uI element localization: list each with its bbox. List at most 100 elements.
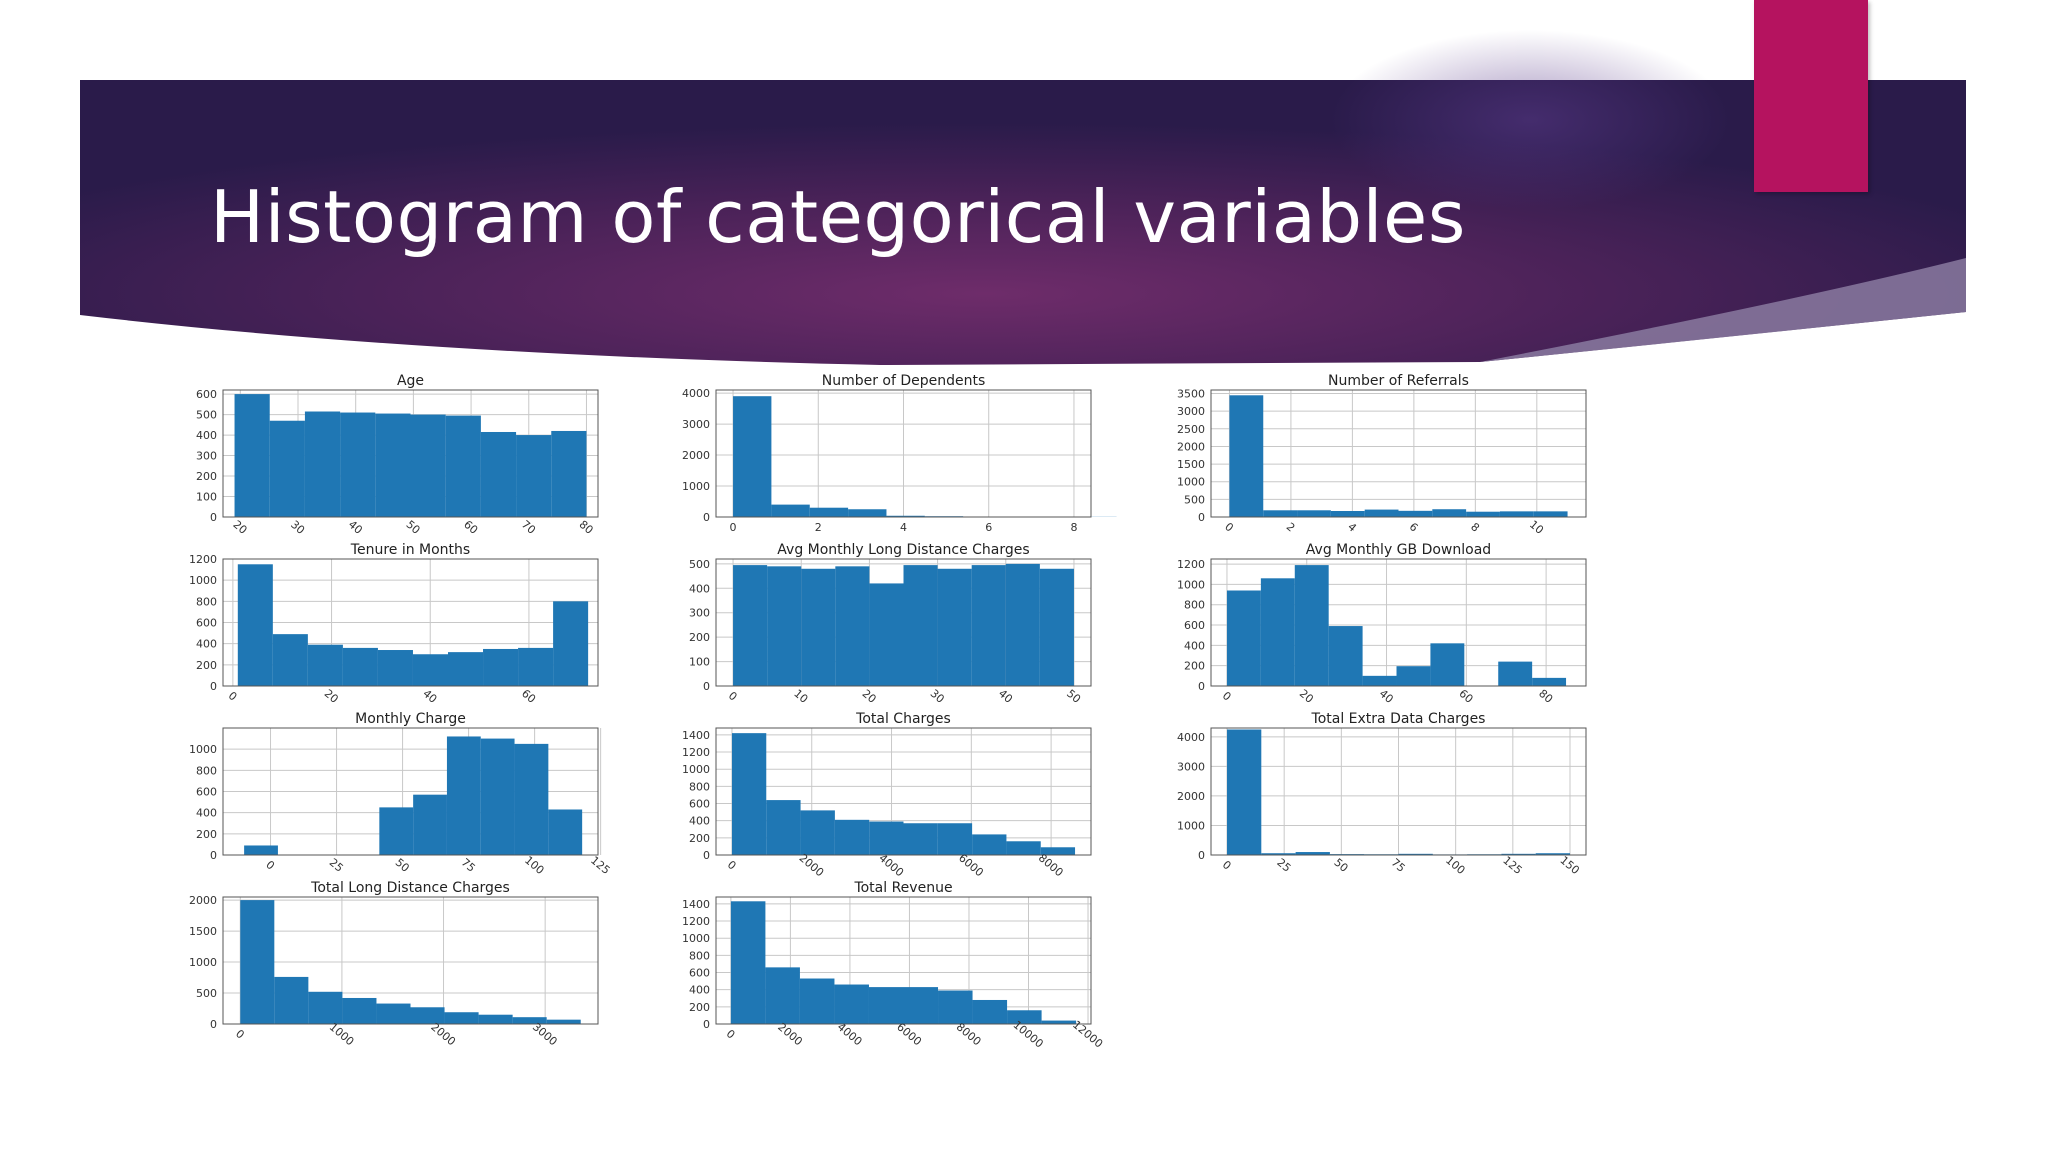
plot-frame (222, 389, 599, 518)
bar-2 (799, 978, 835, 1024)
y-tick-4: 4000 (682, 387, 710, 400)
bar-7 (972, 834, 1007, 855)
x-tick-1: 25 (327, 856, 346, 875)
y-tick-1: 500 (1184, 493, 1205, 506)
bar-9 (551, 430, 587, 517)
bar-2 (1294, 565, 1329, 686)
y-tick-3: 3000 (1177, 760, 1205, 773)
bar-5 (903, 823, 938, 855)
x-tick-4: 80 (1536, 687, 1555, 706)
chart-title: Avg Monthly GB Download (1306, 542, 1491, 558)
x-tick-6: 80 (577, 518, 596, 537)
bar-8 (1007, 1010, 1042, 1024)
x-tick-4: 60 (461, 518, 480, 537)
y-tick-2: 1000 (1177, 476, 1205, 489)
bar-0 (730, 901, 766, 1024)
y-tick-1: 200 (196, 659, 217, 672)
bar-2 (809, 507, 849, 517)
histogram-10: Total Revenue 0 200 400 600 800 1000 1200 1400 0 2… (682, 880, 1105, 1051)
y-tick-0: 0 (1198, 680, 1205, 693)
bar-6 (938, 990, 973, 1024)
x-tick-5: 50 (1064, 687, 1083, 706)
y-tick-4: 2000 (1177, 440, 1205, 453)
histogram-grid: Age 0 100 200 300 400 500 600 20 30 40 50 60 70 80 Numb… (140, 360, 1600, 1080)
bar-1 (1263, 510, 1298, 517)
y-tick-5: 1000 (682, 932, 710, 945)
bar-9 (1532, 677, 1567, 686)
y-tick-7: 3500 (1177, 388, 1205, 401)
bar-5 (903, 565, 938, 686)
bar-4 (869, 583, 904, 686)
x-tick-1: 2000 (775, 1020, 805, 1048)
y-tick-5: 1000 (682, 763, 710, 776)
bar-4 (375, 413, 411, 517)
x-tick-2: 20 (860, 687, 879, 706)
bar-9 (1040, 847, 1076, 855)
x-tick-3: 75 (1389, 856, 1408, 875)
bar-5 (413, 794, 447, 855)
x-tick-5: 125 (1500, 854, 1524, 877)
y-tick-2: 400 (689, 815, 710, 828)
x-tick-1: 20 (1297, 687, 1316, 706)
y-tick-1: 1000 (1177, 819, 1205, 832)
x-tick-2: 4 (900, 521, 907, 534)
x-tick-3: 60 (519, 687, 538, 706)
title-banner (80, 30, 1966, 365)
y-tick-0: 0 (210, 680, 217, 693)
x-tick-1: 10 (791, 687, 810, 706)
x-tick-3: 75 (459, 856, 478, 875)
y-tick-1: 100 (196, 491, 217, 504)
bar-0 (244, 845, 278, 855)
bar-4 (1364, 509, 1399, 517)
x-tick-5: 70 (519, 518, 538, 537)
x-tick-1: 2 (815, 521, 822, 534)
x-tick-0: 20 (230, 518, 249, 537)
bar-9 (553, 601, 589, 686)
x-tick-4: 8000 (1036, 851, 1066, 879)
plot-frame (1210, 558, 1587, 687)
y-tick-4: 2000 (189, 894, 217, 907)
bar-8 (1499, 511, 1534, 517)
y-tick-3: 600 (196, 786, 217, 799)
bar-8 (516, 435, 552, 517)
x-tick-3: 6 (985, 521, 992, 534)
bar-7 (971, 565, 1006, 686)
y-tick-0: 0 (210, 849, 217, 862)
y-tick-3: 3000 (682, 418, 710, 431)
x-tick-0: 0 (730, 521, 737, 534)
bar-7 (480, 738, 515, 855)
bar-6 (446, 736, 481, 855)
histogram-0: Age 0 100 200 300 400 500 600 20 30 40 50 60 70 80 (196, 373, 599, 537)
slide-title: Histogram of categorical variables (210, 175, 1466, 259)
x-tick-2: 40 (346, 518, 365, 537)
bar-3 (835, 566, 870, 686)
y-tick-2: 2000 (682, 449, 710, 462)
plot-frame (222, 558, 599, 687)
x-tick-1: 1000 (327, 1020, 357, 1048)
x-tick-2: 40 (420, 687, 439, 706)
bar-2 (1297, 510, 1331, 517)
bar-2 (801, 568, 836, 686)
bar-7 (1466, 511, 1500, 517)
bar-5 (1398, 510, 1433, 517)
x-tick-4: 100 (522, 854, 546, 877)
y-tick-5: 500 (689, 558, 710, 571)
bar-3 (834, 819, 870, 855)
bar-3 (834, 984, 869, 1024)
histogram-4: Avg Monthly Long Distance Charges0100200… (689, 542, 1092, 706)
bar-1 (766, 800, 801, 855)
y-tick-4: 400 (196, 429, 217, 442)
bar-7 (478, 1014, 513, 1024)
bar-5 (410, 1007, 445, 1024)
bar-3 (848, 509, 887, 517)
y-tick-1: 200 (196, 828, 217, 841)
x-tick-4: 8 (1070, 521, 1077, 534)
bar-0 (1226, 590, 1261, 686)
bar-7 (972, 999, 1008, 1024)
y-tick-7: 1400 (682, 898, 710, 911)
y-tick-4: 800 (196, 764, 217, 777)
bar-9 (548, 809, 583, 855)
bar-6 (444, 1012, 479, 1024)
x-tick-0: 0 (724, 1027, 738, 1041)
y-tick-3: 1500 (189, 925, 217, 938)
